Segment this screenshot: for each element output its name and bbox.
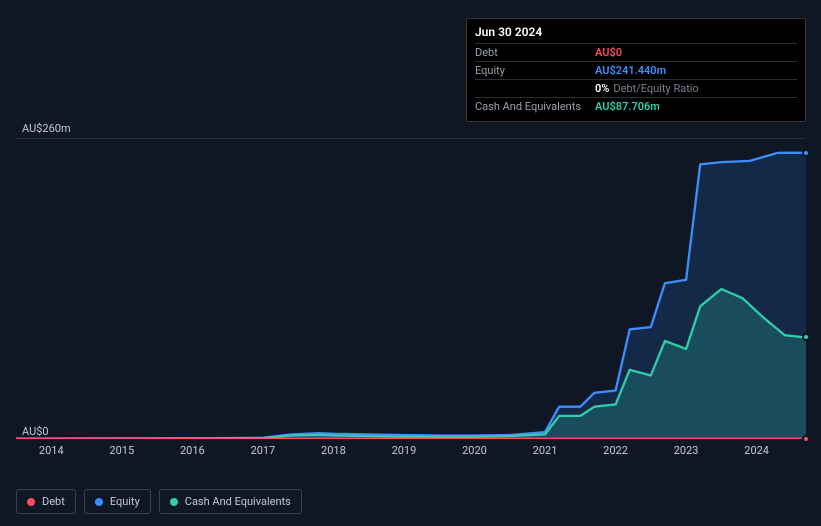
chart-svg bbox=[16, 139, 806, 439]
tooltip-rows: DebtAU$0EquityAU$241.440m0%Debt/Equity R… bbox=[475, 43, 797, 115]
legend-label: Debt bbox=[42, 495, 65, 508]
legend-item-cash-and-equivalents[interactable]: Cash And Equivalents bbox=[159, 489, 302, 514]
legend-dot-icon bbox=[170, 498, 178, 506]
x-tick: 2015 bbox=[109, 444, 134, 457]
legend-dot-icon bbox=[27, 498, 35, 506]
x-tick: 2018 bbox=[321, 444, 346, 457]
tooltip-label: Cash And Equivalents bbox=[475, 100, 595, 113]
legend: Debt Equity Cash And Equivalents bbox=[16, 489, 302, 514]
tooltip-row: 0%Debt/Equity Ratio bbox=[475, 79, 797, 97]
tooltip-row: EquityAU$241.440m bbox=[475, 61, 797, 79]
tooltip-label bbox=[475, 82, 595, 95]
tooltip-row: Cash And EquivalentsAU$87.706m bbox=[475, 97, 797, 115]
x-tick: 2017 bbox=[251, 444, 276, 457]
x-tick: 2024 bbox=[744, 444, 769, 457]
plot-region[interactable] bbox=[16, 138, 806, 438]
tooltip-value-suffix: Debt/Equity Ratio bbox=[613, 82, 698, 95]
tooltip-label: Equity bbox=[475, 64, 595, 77]
tooltip-value: 0%Debt/Equity Ratio bbox=[595, 82, 797, 95]
legend-label: Cash And Equivalents bbox=[185, 495, 291, 508]
x-tick: 2022 bbox=[603, 444, 628, 457]
x-tick: 2014 bbox=[39, 444, 64, 457]
series-end-marker-cash-and-equivalents bbox=[802, 333, 810, 341]
legend-item-equity[interactable]: Equity bbox=[84, 489, 151, 514]
y-axis-max-label: AU$260m bbox=[22, 122, 71, 135]
x-tick: 2020 bbox=[462, 444, 487, 457]
x-tick: 2021 bbox=[533, 444, 558, 457]
x-axis-ticks: 2014 2015 2016 2017 2018 2019 2020 2021 2022 2023… bbox=[16, 442, 806, 462]
x-tick: 2016 bbox=[180, 444, 205, 457]
tooltip-value: AU$87.706m bbox=[595, 100, 797, 113]
series-end-marker-equity bbox=[802, 149, 810, 157]
x-tick: 2019 bbox=[392, 444, 417, 457]
tooltip-label: Debt bbox=[475, 46, 595, 59]
x-tick: 2023 bbox=[674, 444, 699, 457]
chart-area: AU$260m AU$0 201420152016201720182019202… bbox=[16, 122, 806, 462]
legend-item-debt[interactable]: Debt bbox=[16, 489, 76, 514]
tooltip-row: DebtAU$0 bbox=[475, 43, 797, 61]
tooltip-value: AU$0 bbox=[595, 46, 797, 59]
legend-dot-icon bbox=[95, 498, 103, 506]
tooltip-date: Jun 30 2024 bbox=[475, 25, 797, 43]
chart-tooltip: Jun 30 2024 DebtAU$0EquityAU$241.440m0%D… bbox=[466, 18, 806, 122]
legend-label: Equity bbox=[110, 495, 140, 508]
tooltip-value: AU$241.440m bbox=[595, 64, 797, 77]
